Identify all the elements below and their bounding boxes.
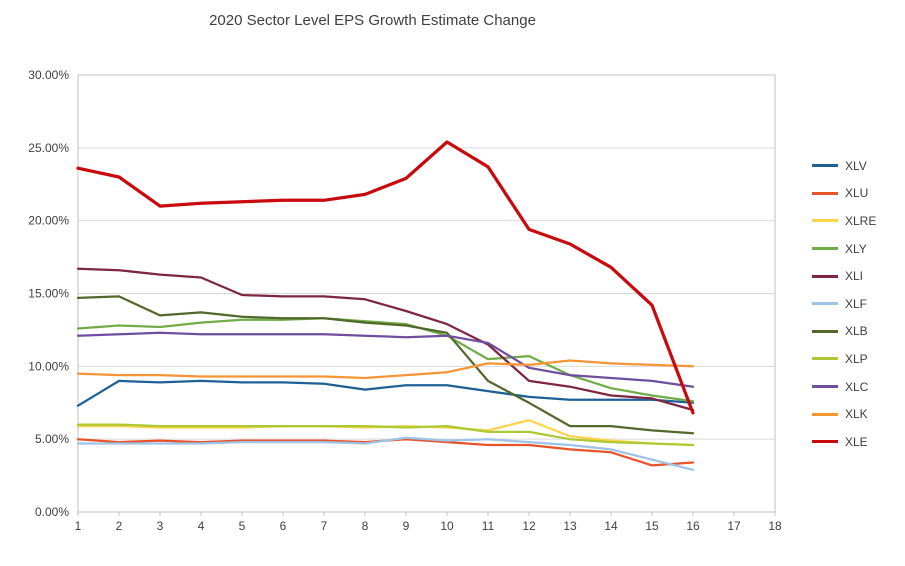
x-tick-label: 18 (768, 519, 782, 533)
x-tick-label: 3 (157, 519, 164, 533)
legend-label: XLY (845, 241, 867, 256)
y-tick-label: 15.00% (28, 287, 69, 301)
legend-label: XLC (845, 379, 869, 394)
series-line-xlk (76, 359, 695, 380)
x-tick-label: 17 (727, 519, 741, 533)
x-tick-label: 16 (686, 519, 700, 533)
series-line-xly (76, 317, 695, 403)
legend-label: XLI (845, 269, 864, 284)
series-line-xlc (76, 331, 695, 388)
x-tick-label: 1 (75, 519, 82, 533)
plot-border (77, 74, 776, 513)
x-tick-label: 13 (563, 519, 577, 533)
legend-item-xlu: XLU (812, 180, 876, 208)
legend-label: XLB (845, 324, 868, 339)
x-tick-label: 5 (239, 519, 246, 533)
legend-line-swatch (812, 440, 838, 444)
chart-title: 2020 Sector Level EPS Growth Estimate Ch… (209, 12, 536, 29)
legend-line-swatch (812, 191, 838, 195)
legend-label: XLK (845, 407, 868, 422)
y-tick-label: 30.00% (28, 68, 69, 82)
y-tick-label: 25.00% (28, 141, 69, 155)
chart-legend: XLV XLU XLRE XLY XLI XLF XLB XLP XLC XLK XLE (812, 152, 876, 456)
legend-label: XLE (845, 434, 868, 449)
x-tick-label: 4 (198, 519, 205, 533)
legend-item-xlc: XLC (812, 373, 876, 401)
y-tick-label: 10.00% (28, 359, 69, 373)
legend-label: XLRE (845, 213, 877, 228)
x-tick-label: 7 (321, 519, 328, 533)
x-tick-label: 15 (645, 519, 659, 533)
x-tick-label: 2 (116, 519, 123, 533)
x-tick-label: 10 (440, 519, 454, 533)
legend-line-swatch (812, 412, 838, 416)
y-tick-label: 5.00% (35, 432, 69, 446)
x-tick-label: 12 (522, 519, 536, 533)
legend-line-swatch (812, 274, 838, 278)
x-tick-label: 11 (482, 519, 495, 533)
legend-label: XLP (845, 351, 868, 366)
legend-label: XLV (845, 158, 867, 173)
series-line-xli (76, 267, 695, 412)
series-line-xlv (76, 379, 695, 407)
series-line-xlp (76, 423, 695, 447)
y-tick-label: 20.00% (28, 214, 69, 228)
legend-item-xle: XLE (812, 428, 876, 456)
legend-line-swatch (812, 357, 838, 361)
legend-line-swatch (812, 329, 838, 333)
series-line-xlb (76, 295, 695, 435)
y-tick-label: 0.00% (35, 505, 69, 519)
series-line-xle (76, 140, 695, 415)
legend-line-swatch (812, 302, 838, 306)
legend-item-xlb: XLB (812, 318, 876, 346)
x-tick-label: 8 (362, 519, 369, 533)
legend-item-xlk: XLK (812, 400, 876, 428)
legend-line-swatch (812, 385, 838, 389)
legend-item-xlre: XLRE (812, 207, 876, 235)
legend-label: XLU (845, 186, 869, 201)
legend-item-xlf: XLF (812, 290, 876, 318)
legend-line-swatch (812, 164, 838, 168)
legend-line-swatch (812, 247, 838, 251)
legend-item-xlp: XLP (812, 345, 876, 373)
legend-item-xlv: XLV (812, 152, 876, 180)
legend-line-swatch (812, 219, 838, 223)
x-tick-label: 9 (403, 519, 410, 533)
series-line-xlf (76, 436, 695, 471)
legend-item-xli: XLI (812, 262, 876, 290)
legend-label: XLF (845, 296, 868, 311)
legend-item-xly: XLY (812, 235, 876, 263)
x-tick-label: 14 (604, 519, 618, 533)
x-tick-label: 6 (280, 519, 287, 533)
